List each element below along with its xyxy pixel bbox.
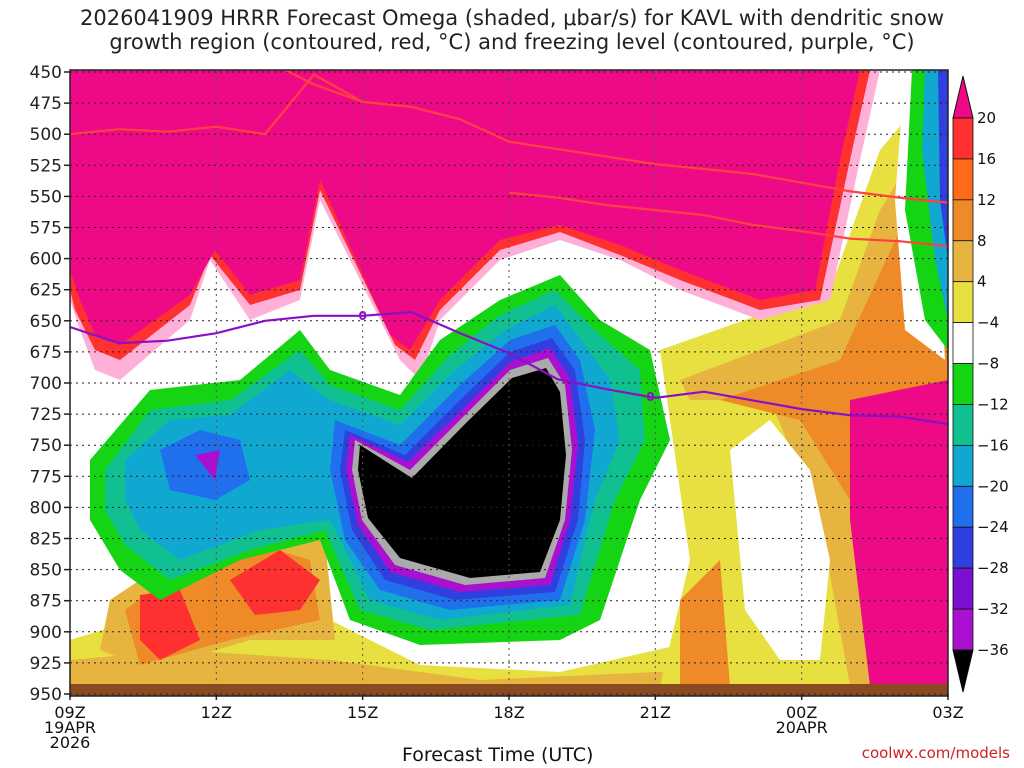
x-tick-label: 21Z [640, 703, 671, 722]
y-tick-label: 575 [30, 219, 62, 239]
y-tick-label: 875 [30, 592, 62, 612]
dgz-line [283, 70, 412, 108]
colorbar-segment [952, 526, 974, 569]
colorbar-segment [952, 485, 974, 528]
colorbar-segment [952, 404, 974, 446]
y-tick-label: 525 [30, 156, 62, 176]
colorbar-label: −12 [977, 395, 1009, 413]
site-credit: coolwx.com/models [861, 744, 1010, 762]
x-tick-label: 19APR [44, 718, 96, 737]
omega-shading [70, 70, 948, 696]
y-tick-label: 900 [30, 623, 62, 643]
plot-area: 00 [70, 70, 948, 696]
colorbar-segment [952, 158, 974, 201]
y-tick-label: 475 [30, 94, 62, 114]
colorbar-segment [952, 240, 974, 283]
y-tick-label: 625 [30, 281, 62, 301]
colorbar-top-triangle [952, 75, 974, 119]
y-tick-label: 725 [30, 405, 62, 425]
colorbar-segment [952, 608, 974, 651]
colorbar-bottom-triangle [952, 649, 974, 693]
y-tick-label: 950 [30, 685, 62, 705]
y-tick-label: 650 [30, 312, 62, 332]
x-tick-label: 00Z [786, 703, 817, 722]
colorbar-label: −4 [977, 314, 999, 332]
colorbar-label: 4 [977, 273, 987, 291]
freezing-level-contour: 00 [70, 309, 948, 426]
y-tick-label: 775 [30, 467, 62, 487]
colorbar-segment [952, 444, 974, 487]
colorbar-label: 16 [977, 150, 996, 168]
colorbar-label: 12 [977, 191, 996, 209]
freezing-level-line [70, 310, 948, 426]
colorbar-label: −20 [977, 477, 1009, 495]
y-tick-label: 675 [30, 343, 62, 363]
freezing-level-label: 0 [358, 309, 366, 323]
colorbar-label: 20 [977, 109, 996, 127]
colorbar-label: −28 [977, 559, 1009, 577]
y-tick-label: 925 [30, 654, 62, 674]
y-tick-label: 800 [30, 498, 62, 518]
colorbar-label: −24 [977, 518, 1009, 536]
dgz-line [508, 191, 948, 248]
x-tick-label: 03Z [932, 703, 963, 722]
dgz-contours [70, 70, 948, 248]
y-tick-label: 450 [30, 63, 62, 83]
x-tick-label: 09Z [54, 703, 85, 722]
x-tick-label: 20APR [776, 718, 828, 737]
y-tick-label: 750 [30, 436, 62, 456]
chart-title: 2026041909 HRRR Forecast Omega (shaded, … [79, 6, 945, 54]
colorbar-segment [952, 199, 974, 242]
colorbar-segment [952, 567, 974, 610]
y-tick-label: 550 [30, 187, 62, 207]
colorbar-label: −32 [977, 600, 1009, 618]
colorbar-label: 8 [977, 232, 987, 250]
dgz-line [70, 73, 948, 204]
colorbar-label: −8 [977, 355, 999, 373]
y-tick-label: 500 [30, 125, 62, 145]
colorbar-label: −36 [977, 641, 1009, 659]
x-tick-label: 18Z [493, 703, 524, 722]
colorbar-segment [952, 322, 974, 364]
x-tick-label: 15Z [347, 703, 378, 722]
y-tick-label: 850 [30, 561, 62, 581]
colorbar-label: −16 [977, 436, 1009, 454]
colorbar-segment [952, 117, 974, 160]
y-tick-label: 600 [30, 250, 62, 270]
grid [70, 71, 948, 695]
x-axis-title: Forecast Time (UTC) [402, 744, 594, 766]
y-axis: 450 475 500 525 550 575 600 625 650 675 700 725 750 7… [30, 63, 70, 705]
colorbar-segment [952, 281, 974, 324]
x-tick-label: 12Z [201, 703, 232, 722]
colorbar-segment [952, 363, 974, 405]
y-tick-label: 825 [30, 530, 62, 550]
y-tick-label: 700 [30, 374, 62, 394]
freezing-level-label: 0 [646, 390, 654, 404]
colorbar: 20 16 12 8 4 −4 −8 −12 −16 −20 −24 −28 −32 −36 [952, 75, 1009, 693]
x-tick-label: 2026 [50, 733, 91, 752]
